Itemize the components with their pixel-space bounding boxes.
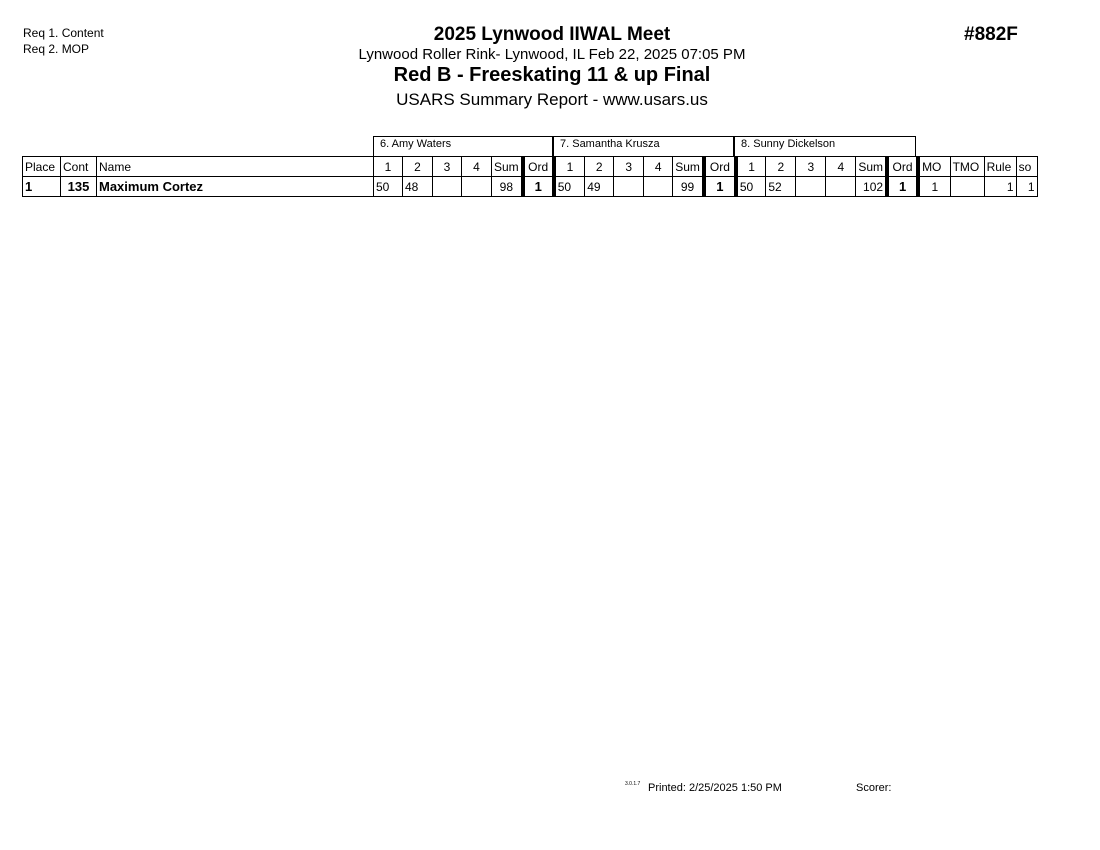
score-cell: 49 xyxy=(584,176,615,197)
score-cell xyxy=(432,176,462,197)
col-score: 4 xyxy=(825,156,857,177)
col-score: 1 xyxy=(373,156,403,177)
col-mo: MO xyxy=(917,156,951,177)
score-cell xyxy=(825,176,857,197)
col-score: 3 xyxy=(613,156,645,177)
col-score: 4 xyxy=(461,156,492,177)
meet-location: Lynwood Roller Rink- Lynwood, IL Feb 22,… xyxy=(358,46,746,63)
mo-cell: 1 xyxy=(917,176,951,197)
report-title: USARS Summary Report - www.usars.us xyxy=(396,90,708,109)
score-cell: 50 xyxy=(735,176,767,197)
meet-title: 2025 Lynwood IIWAL Meet xyxy=(433,24,671,45)
score-cell: 48 xyxy=(402,176,433,197)
col-score: 2 xyxy=(584,156,615,177)
sum-cell: 99 xyxy=(672,176,705,197)
col-score: 3 xyxy=(795,156,827,177)
col-rule: Rule xyxy=(983,156,1017,177)
printed-text: Printed: 2/25/2025 1:50 PM xyxy=(648,782,782,794)
event-number: #882F xyxy=(964,24,1018,45)
col-score: 4 xyxy=(643,156,674,177)
score-cell xyxy=(795,176,827,197)
col-score: 2 xyxy=(765,156,797,177)
scorer-label: Scorer: xyxy=(856,782,892,794)
col-sum: Sum xyxy=(672,156,705,177)
score-cell xyxy=(461,176,492,197)
col-ord: Ord xyxy=(520,156,556,177)
judge-name: 7. Samantha Krusza xyxy=(553,136,734,156)
col-cont: Cont xyxy=(60,156,97,177)
col-ord: Ord xyxy=(885,156,921,177)
tmo-cell xyxy=(949,176,985,197)
score-cell: 52 xyxy=(765,176,797,197)
version-text: 3.0.1.7 xyxy=(625,781,641,787)
results-table: Place Cont Name 1 2 3 4 Sum Ord 1 2 3 4 … xyxy=(22,156,1038,197)
skater-name: Maximum Cortez xyxy=(96,176,374,197)
col-sum: Sum xyxy=(855,156,888,177)
place-cell: 1 xyxy=(22,176,61,197)
table-row: 1 135 Maximum Cortez 50 48 98 1 50 49 99… xyxy=(22,176,1038,197)
cont-cell: 135 xyxy=(60,176,97,197)
requirement-2: Req 2. MOP xyxy=(23,42,90,56)
ord-cell: 1 xyxy=(701,176,738,197)
score-cell: 50 xyxy=(553,176,586,197)
score-cell xyxy=(613,176,645,197)
rule-cell: 1 xyxy=(983,176,1017,197)
requirement-1: Req 1. Content xyxy=(23,26,104,40)
sum-cell: 102 xyxy=(855,176,888,197)
col-sum: Sum xyxy=(490,156,524,177)
col-score: 1 xyxy=(553,156,586,177)
col-score: 3 xyxy=(432,156,462,177)
score-cell: 50 xyxy=(373,176,403,197)
header-row: Place Cont Name 1 2 3 4 Sum Ord 1 2 3 4 … xyxy=(22,156,1038,177)
ord-cell: 1 xyxy=(885,176,921,197)
col-score: 1 xyxy=(735,156,767,177)
col-tmo: TMO xyxy=(949,156,985,177)
ord-cell: 1 xyxy=(520,176,556,197)
event-title: Red B - Freeskating 11 & up Final xyxy=(393,64,711,86)
col-name: Name xyxy=(96,156,374,177)
col-ord: Ord xyxy=(701,156,738,177)
score-cell xyxy=(643,176,674,197)
col-score: 2 xyxy=(402,156,433,177)
sum-cell: 98 xyxy=(490,176,524,197)
judge-name: 6. Amy Waters xyxy=(373,136,553,156)
col-place: Place xyxy=(22,156,61,177)
col-so: so xyxy=(1015,156,1038,177)
judge-name: 8. Sunny Dickelson xyxy=(734,136,916,156)
so-cell: 1 xyxy=(1015,176,1038,197)
